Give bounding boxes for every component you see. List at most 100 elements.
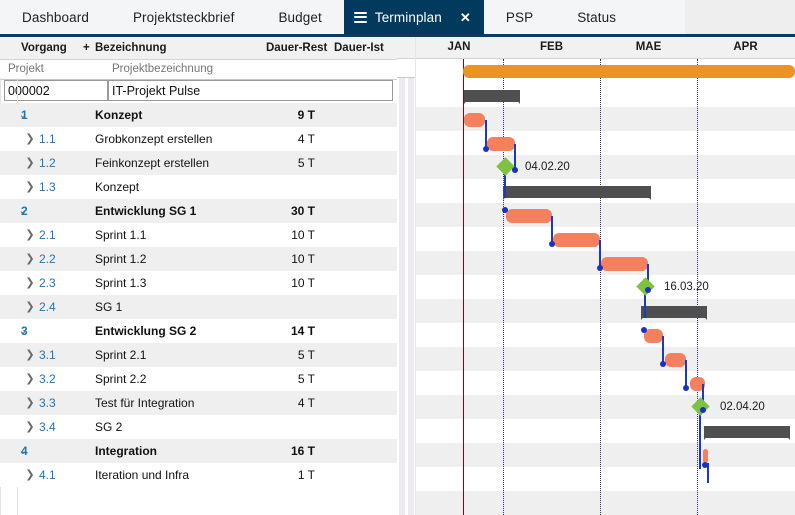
- chevron-right-icon[interactable]: ❯: [25, 132, 35, 145]
- column-header-dauer-rest[interactable]: Dauer-Rest: [266, 42, 328, 54]
- column-header-vorgang[interactable]: Vorgang: [21, 42, 67, 54]
- table-row[interactable]: ❯ 1.1 Grobkonzept erstellen 4 T: [0, 127, 397, 151]
- gantt-bar-sprint-1-1[interactable]: [506, 209, 552, 223]
- row-duration: 9 T: [297, 108, 315, 122]
- timeline-month-apr: APR: [733, 41, 758, 53]
- table-row[interactable]: ❯ 2.4 SG 1: [0, 295, 397, 319]
- gantt-link: [702, 384, 704, 410]
- gantt-row: [415, 347, 795, 371]
- row-name: Konzept: [95, 108, 143, 122]
- gantt-bar-sprint-1-3[interactable]: [601, 257, 648, 271]
- table-row[interactable]: ❯ 1.2 Feinkonzept erstellen 5 T: [0, 151, 397, 175]
- table-row[interactable]: ❯ 4.1 Iteration und Infra 1 T: [0, 463, 397, 487]
- row-wbs: 1.2: [39, 156, 56, 170]
- chevron-right-icon[interactable]: ❯: [25, 372, 35, 385]
- gantt-link: [599, 240, 601, 268]
- gantt-link: [685, 360, 687, 388]
- gantt-bar-summary-entwicklung-sg1[interactable]: [503, 186, 651, 200]
- chevron-right-icon[interactable]: ❯: [25, 156, 35, 169]
- today-marker: [463, 59, 464, 515]
- gantt-rows-area[interactable]: 04.02.20 16.03.20: [415, 59, 795, 515]
- row-wbs: 2.3: [39, 276, 56, 290]
- hamburger-icon[interactable]: [353, 11, 367, 23]
- table-row[interactable]: ❯ 3.3 Test für Integration 4 T: [0, 391, 397, 415]
- project-name-field[interactable]: IT-Projekt Pulse: [108, 80, 393, 101]
- gantt-link: [699, 409, 701, 469]
- gantt-chart[interactable]: JAN FEB MAE APR: [415, 37, 795, 515]
- column-header-dauer-ist[interactable]: Dauer-Ist: [334, 42, 384, 54]
- chevron-right-icon[interactable]: ❯: [25, 396, 35, 409]
- chevron-right-icon[interactable]: ❯: [25, 348, 35, 361]
- row-name: Konzept: [95, 180, 140, 194]
- gantt-row: [415, 299, 795, 323]
- divider-subheader: [397, 59, 415, 78]
- table-row[interactable]: ⌄ 2 Entwicklung SG 1 30 T: [0, 199, 397, 223]
- chevron-right-icon[interactable]: ❯: [25, 180, 35, 193]
- project-number-field[interactable]: 000002: [4, 80, 108, 101]
- chevron-down-icon[interactable]: ⌄: [18, 204, 28, 217]
- vertical-scrollbar-secondary[interactable]: [408, 37, 414, 515]
- tab-terminplan[interactable]: Terminplan ✕: [343, 0, 484, 34]
- column-header-bezeichnung[interactable]: Bezeichnung: [95, 42, 167, 54]
- table-row[interactable]: ❯ 3.1 Sprint 2.1 5 T: [0, 343, 397, 367]
- table-row[interactable]: ❯ 3.2 Sprint 2.2 5 T: [0, 367, 397, 391]
- row-wbs: 3.1: [39, 348, 56, 362]
- chevron-right-icon[interactable]: ❯: [25, 228, 35, 241]
- tab-bar: Dashboard Projektsteckbrief Budget Termi…: [0, 0, 795, 37]
- gantt-bar-sprint-2-1[interactable]: [644, 329, 663, 343]
- gantt-row: [415, 323, 795, 347]
- tab-status[interactable]: Status: [555, 0, 638, 34]
- row-duration: [281, 175, 315, 199]
- timeline-month-mae: MAE: [635, 41, 662, 53]
- row-duration: 1 T: [297, 468, 315, 482]
- vertical-scrollbar[interactable]: [399, 37, 405, 515]
- table-row[interactable]: ❯ 2.1 Sprint 1.1 10 T: [0, 223, 397, 247]
- chevron-right-icon[interactable]: ❯: [25, 276, 35, 289]
- table-row[interactable]: ⌄ 1 Konzept 9 T: [0, 103, 397, 127]
- tab-psp[interactable]: PSP: [484, 0, 555, 34]
- tab-projektsteckbrief[interactable]: Projektsteckbrief: [111, 0, 257, 34]
- chevron-right-icon[interactable]: ❯: [25, 300, 35, 313]
- chevron-down-icon[interactable]: ⌄: [18, 108, 28, 121]
- tab-label: Budget: [278, 9, 322, 25]
- gantt-bar-summary-konzept[interactable]: [464, 90, 520, 104]
- gantt-bar-test-integration[interactable]: [690, 377, 705, 391]
- month-separator-feb: [503, 59, 504, 515]
- tab-budget[interactable]: Budget: [256, 0, 343, 34]
- gantt-link-dot: [700, 407, 706, 413]
- table-row[interactable]: ⌄ 3 Entwicklung SG 2 14 T: [0, 319, 397, 343]
- gantt-milestone-label: 04.02.20: [525, 161, 570, 173]
- chevron-down-icon[interactable]: ⌄: [18, 324, 28, 337]
- gantt-row: [415, 227, 795, 251]
- gantt-bar-project[interactable]: [463, 65, 795, 78]
- row-duration: 14 T: [290, 324, 315, 338]
- close-icon[interactable]: ✕: [459, 9, 471, 25]
- table-row[interactable]: ❯ 2.3 Sprint 1.3 10 T: [0, 271, 397, 295]
- plus-icon[interactable]: +: [83, 42, 90, 54]
- gantt-bar-summary-entwicklung-sg2[interactable]: [641, 306, 707, 320]
- chevron-down-icon[interactable]: ⌄: [18, 444, 28, 457]
- gantt-bar-iteration-infra[interactable]: [703, 449, 708, 463]
- task-grid: Vorgang + Bezeichnung Dauer-Rest Dauer-I…: [0, 37, 397, 515]
- gantt-bar-summary-integration[interactable]: [704, 426, 790, 440]
- row-wbs: 2.4: [39, 300, 56, 314]
- gantt-link-dot: [597, 265, 603, 271]
- gantt-bar-grobkonzept[interactable]: [464, 113, 485, 127]
- row-wbs: 2.1: [39, 228, 56, 242]
- subheader-projekt: Projekt: [8, 63, 44, 75]
- row-name: Iteration und Infra: [95, 468, 190, 482]
- table-row[interactable]: ❯ 3.4 SG 2: [0, 415, 397, 439]
- row-wbs: 3.3: [39, 396, 56, 410]
- table-row[interactable]: ❯ 1.3 Konzept: [0, 175, 397, 199]
- chevron-right-icon[interactable]: ❯: [25, 420, 35, 433]
- gantt-link: [644, 289, 646, 318]
- table-row[interactable]: ❯ 2.2 Sprint 1.2 10 T: [0, 247, 397, 271]
- chevron-right-icon[interactable]: ❯: [25, 468, 35, 481]
- gantt-row: [415, 371, 795, 395]
- chevron-right-icon[interactable]: ❯: [25, 252, 35, 265]
- tab-dashboard[interactable]: Dashboard: [0, 0, 111, 34]
- gantt-bar-feinkonzept[interactable]: [487, 137, 515, 151]
- gantt-bar-sprint-2-2[interactable]: [665, 353, 686, 367]
- table-row[interactable]: ⌄ 4 Integration 16 T: [0, 439, 397, 463]
- gantt-bar-sprint-1-2[interactable]: [553, 233, 600, 247]
